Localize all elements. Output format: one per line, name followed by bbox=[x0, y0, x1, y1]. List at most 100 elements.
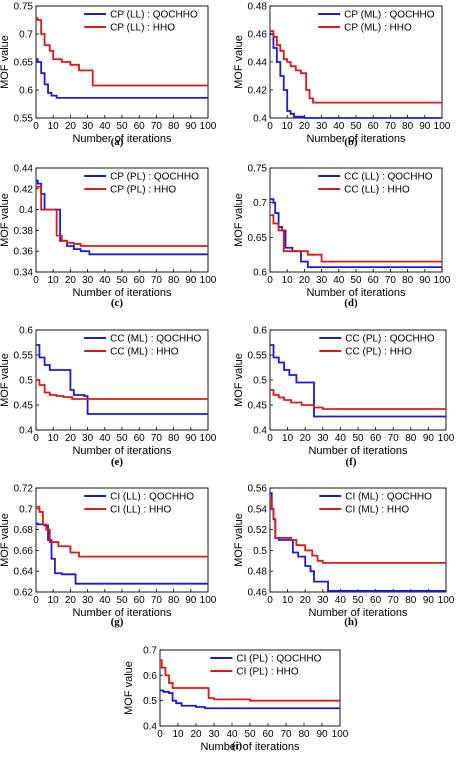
series-line-qochho bbox=[160, 689, 340, 710]
x-tick-label: 10 bbox=[48, 433, 60, 444]
y-tick-label: 0.54 bbox=[248, 504, 268, 515]
y-axis-label: MOF value bbox=[233, 193, 245, 247]
panel-caption: (i) bbox=[231, 740, 243, 752]
x-tick-label: 40 bbox=[335, 595, 347, 606]
x-axis-label: Number of iterations bbox=[200, 741, 300, 753]
x-tick-label: 80 bbox=[405, 595, 417, 606]
legend-label: CP (PL) : QOCHHO bbox=[110, 172, 199, 183]
y-tick-label: 0.4 bbox=[19, 205, 33, 216]
y-tick-label: 0.34 bbox=[14, 268, 34, 279]
y-tick-label: 0.38 bbox=[14, 226, 34, 237]
y-tick-label: 0.65 bbox=[14, 58, 34, 69]
y-tick-label: 0.4 bbox=[253, 114, 267, 125]
x-tick-label: 30 bbox=[82, 275, 94, 286]
y-axis-label: MOF value bbox=[123, 661, 135, 715]
x-tick-label: 80 bbox=[402, 275, 414, 286]
y-tick-label: 0.55 bbox=[248, 351, 268, 362]
series-line-hho bbox=[270, 497, 446, 564]
series-line-hho bbox=[270, 30, 442, 104]
x-tick-label: 80 bbox=[298, 729, 310, 740]
x-tick-label: 20 bbox=[65, 433, 77, 444]
y-tick-label: 0.7 bbox=[19, 504, 33, 515]
legend-label: CP (LL) : HHO bbox=[110, 23, 175, 34]
x-tick-label: 70 bbox=[151, 595, 163, 606]
x-tick-label: 30 bbox=[316, 275, 328, 286]
x-tick-label: 20 bbox=[299, 121, 311, 132]
panel-caption: (f) bbox=[345, 456, 357, 468]
x-tick-label: 40 bbox=[335, 433, 347, 444]
x-tick-label: 40 bbox=[333, 121, 345, 132]
plot-frame bbox=[35, 329, 209, 431]
y-axis-label: MOF value bbox=[233, 353, 245, 407]
y-tick-label: 0.5 bbox=[253, 546, 267, 557]
x-tick-label: 40 bbox=[99, 121, 111, 132]
x-tick-label: 60 bbox=[262, 729, 274, 740]
chart-panel-6: 0 10 20 30 40 50 60 70 80 90 100 0.4 0.45 0.5 0.55 0.6 N… bbox=[233, 326, 455, 458]
x-tick-label: 80 bbox=[168, 121, 180, 132]
x-axis-label: Number of iterations bbox=[306, 133, 406, 145]
x-tick-label: 50 bbox=[116, 275, 128, 286]
legend-label: CI (LL) : QOCHHO bbox=[110, 492, 194, 503]
x-tick-label: 40 bbox=[99, 595, 111, 606]
legend-label: CI (ML) : HHO bbox=[345, 505, 409, 516]
x-tick-label: 40 bbox=[226, 729, 238, 740]
x-tick-label: 30 bbox=[82, 433, 94, 444]
x-tick-label: 30 bbox=[208, 729, 220, 740]
x-tick-label: 50 bbox=[116, 595, 128, 606]
y-tick-label: 0.42 bbox=[248, 86, 268, 97]
x-tick-label: 100 bbox=[200, 595, 217, 606]
x-axis-label: Number of iterations bbox=[72, 133, 172, 145]
x-tick-label: 80 bbox=[168, 595, 180, 606]
x-tick-label: 20 bbox=[65, 121, 77, 132]
x-tick-label: 0 bbox=[267, 433, 273, 444]
x-tick-label: 0 bbox=[33, 433, 39, 444]
series-line-qochho bbox=[270, 198, 442, 269]
y-tick-label: 0.62 bbox=[14, 588, 34, 599]
x-tick-label: 70 bbox=[151, 433, 163, 444]
x-tick-label: 10 bbox=[282, 121, 294, 132]
y-tick-label: 0.6 bbox=[253, 268, 267, 279]
x-tick-label: 70 bbox=[280, 729, 292, 740]
x-tick-label: 100 bbox=[332, 729, 349, 740]
x-tick-label: 70 bbox=[388, 433, 400, 444]
legend-label: CI (LL) : HHO bbox=[110, 505, 171, 516]
y-tick-label: 0.4 bbox=[253, 426, 267, 437]
x-tick-label: 20 bbox=[190, 729, 202, 740]
series-line-qochho bbox=[36, 179, 208, 256]
chart-panel-4: 0 10 20 30 40 50 60 70 80 90 100 0.6 0.65 0.7 0.75 Numb… bbox=[233, 164, 451, 300]
series-line-hho bbox=[36, 185, 208, 247]
series-line-hho bbox=[36, 379, 208, 400]
chart-panel-3: 0 10 20 30 40 50 60 70 80 90 100 0.34 0.36 0.38 0.4 0.4… bbox=[0, 164, 217, 300]
series-line-hho bbox=[36, 505, 208, 558]
y-tick-label: 0.5 bbox=[19, 376, 33, 387]
y-tick-label: 0.52 bbox=[248, 525, 268, 536]
y-axis-label: MOF value bbox=[233, 513, 245, 567]
x-tick-label: 70 bbox=[385, 121, 397, 132]
series-line-qochho bbox=[36, 344, 208, 415]
y-tick-label: 0.45 bbox=[248, 401, 268, 412]
legend-label: CC (LL) : HHO bbox=[344, 185, 410, 196]
legend-label: CI (PL) : QOCHHO bbox=[236, 654, 321, 665]
x-tick-label: 60 bbox=[134, 275, 146, 286]
x-tick-label: 20 bbox=[65, 275, 77, 286]
x-tick-label: 100 bbox=[200, 275, 217, 286]
y-tick-label: 0.48 bbox=[248, 2, 268, 13]
x-axis-label: Number of iterations bbox=[308, 445, 408, 457]
x-tick-label: 50 bbox=[350, 275, 362, 286]
x-axis-label: Number of iterations bbox=[308, 607, 408, 619]
panel-caption: (b) bbox=[344, 136, 358, 148]
x-axis-label: Number of iterations bbox=[72, 287, 172, 299]
x-tick-label: 10 bbox=[282, 433, 294, 444]
x-tick-label: 90 bbox=[419, 275, 431, 286]
legend-label: CC (ML) : QOCHHO bbox=[110, 334, 201, 345]
x-tick-label: 10 bbox=[282, 595, 294, 606]
panel-caption: (a) bbox=[110, 136, 124, 148]
y-tick-label: 0.65 bbox=[248, 233, 268, 244]
x-tick-label: 0 bbox=[33, 121, 39, 132]
x-tick-label: 90 bbox=[185, 275, 197, 286]
y-tick-label: 0.4 bbox=[19, 426, 33, 437]
x-tick-label: 70 bbox=[151, 121, 163, 132]
panel-caption: (d) bbox=[344, 297, 358, 309]
y-tick-label: 0.6 bbox=[19, 326, 33, 337]
